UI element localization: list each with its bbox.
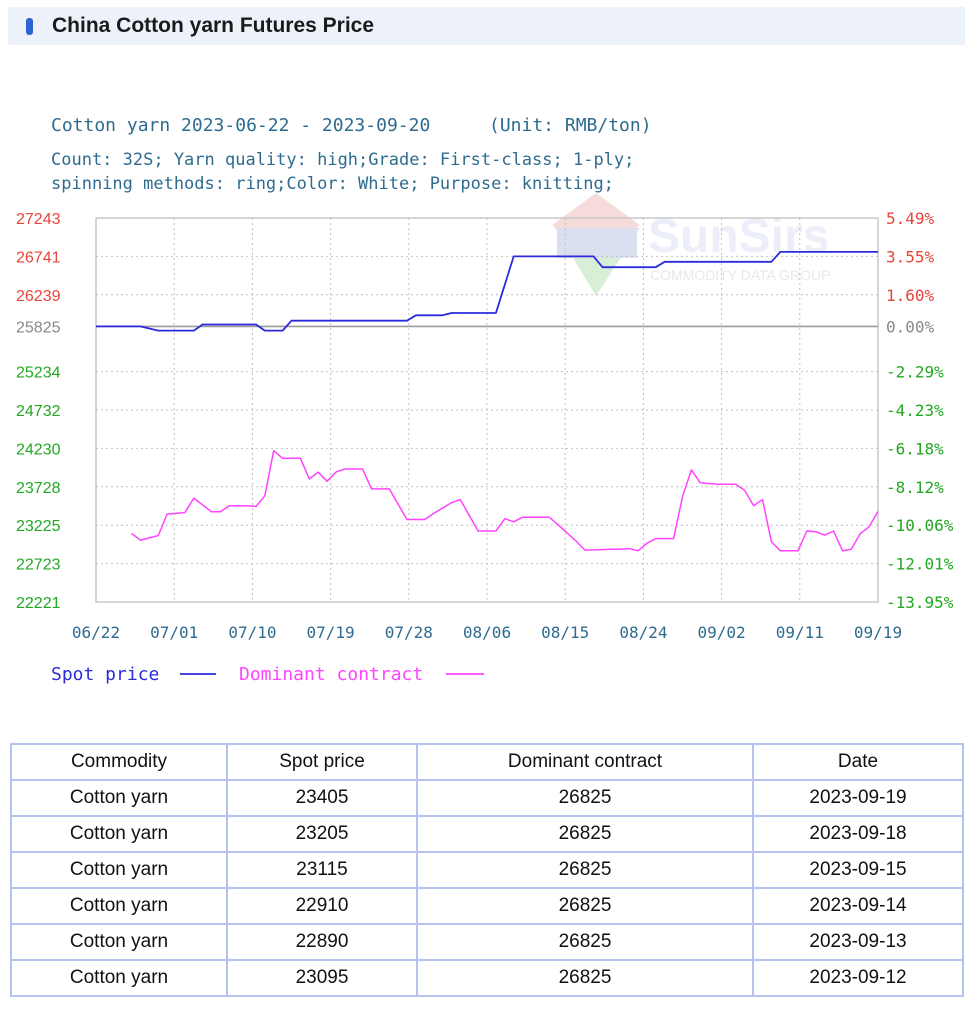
x-tick-label: 09/11 bbox=[776, 623, 824, 642]
chart-title: Cotton yarn 2023-06-22 - 2023-09-20 bbox=[51, 115, 430, 136]
y-tick-label-left: 23225 bbox=[16, 518, 61, 535]
cell-date: 2023-09-14 bbox=[752, 887, 964, 925]
table-row: Cotton yarn 23205 26825 2023-09-18 bbox=[10, 815, 964, 853]
y-tick-label-right: -13.95% bbox=[886, 593, 954, 612]
price-table: Commodity Spot price Dominant contract D… bbox=[10, 743, 964, 997]
watermark-text: SunSirs bbox=[648, 210, 829, 263]
y-tick-label-left: 24732 bbox=[16, 403, 61, 420]
y-tick-label-left: 25234 bbox=[16, 365, 61, 382]
cell-commodity: Cotton yarn bbox=[10, 887, 228, 925]
col-header-spot-price: Spot price bbox=[226, 743, 418, 781]
y-axis-left-labels: 27243 26741 26239 25825 25234 24732 24230 23728… bbox=[16, 211, 61, 612]
cell-dominant-contract: 26825 bbox=[416, 923, 754, 961]
x-tick-label: 07/10 bbox=[228, 623, 276, 642]
table-row: Cotton yarn 22910 26825 2023-09-14 bbox=[10, 887, 964, 925]
x-tick-label: 07/28 bbox=[385, 623, 433, 642]
cell-spot-price: 23115 bbox=[226, 851, 418, 889]
y-tick-label-right: -10.06% bbox=[886, 516, 954, 535]
x-tick-label: 08/06 bbox=[463, 623, 511, 642]
table-row: Cotton yarn 23115 26825 2023-09-15 bbox=[10, 851, 964, 889]
y-tick-label-right: 3.55% bbox=[886, 247, 935, 266]
cell-dominant-contract: 26825 bbox=[416, 815, 754, 853]
x-tick-label: 09/19 bbox=[854, 623, 902, 642]
cell-spot-price: 22890 bbox=[226, 923, 418, 961]
legend-label-dominant-contract: Dominant contract bbox=[239, 664, 423, 685]
header-accent-bar bbox=[26, 18, 33, 35]
x-tick-label: 06/22 bbox=[72, 623, 120, 642]
col-header-date: Date bbox=[752, 743, 964, 781]
cell-commodity: Cotton yarn bbox=[10, 815, 228, 853]
legend: Spot price Dominant contract bbox=[51, 664, 484, 685]
table-header-row: Commodity Spot price Dominant contract D… bbox=[10, 743, 964, 781]
cell-dominant-contract: 26825 bbox=[416, 779, 754, 817]
cell-spot-price: 23405 bbox=[226, 779, 418, 817]
y-tick-label-right: -12.01% bbox=[886, 555, 954, 574]
page-title: China Cotton yarn Futures Price bbox=[52, 14, 375, 37]
y-tick-label-right: 1.60% bbox=[886, 286, 935, 305]
cell-dominant-contract: 26825 bbox=[416, 887, 754, 925]
cell-date: 2023-09-12 bbox=[752, 959, 964, 997]
cell-spot-price: 22910 bbox=[226, 887, 418, 925]
col-header-dominant-contract: Dominant contract bbox=[416, 743, 754, 781]
cell-dominant-contract: 26825 bbox=[416, 851, 754, 889]
cell-spot-price: 23205 bbox=[226, 815, 418, 853]
y-tick-label-left: 22221 bbox=[16, 595, 61, 612]
x-tick-label: 08/24 bbox=[619, 623, 667, 642]
y-tick-label-left: 26239 bbox=[16, 288, 61, 305]
x-tick-label: 09/02 bbox=[698, 623, 746, 642]
y-axis-right-labels: 5.49% 3.55% 1.60% 0.00% -2.29% -4.23% -6.18% -8… bbox=[886, 209, 954, 612]
series-line-spot-price bbox=[96, 250, 878, 332]
cell-commodity: Cotton yarn bbox=[10, 851, 228, 889]
cell-date: 2023-09-19 bbox=[752, 779, 964, 817]
cell-dominant-contract: 26825 bbox=[416, 959, 754, 997]
table-row: Cotton yarn 23095 26825 2023-09-12 bbox=[10, 959, 964, 997]
col-header-commodity: Commodity bbox=[10, 743, 228, 781]
y-tick-label-right: -8.12% bbox=[886, 478, 944, 497]
y-tick-label-right: -2.29% bbox=[886, 363, 944, 382]
cell-spot-price: 23095 bbox=[226, 959, 418, 997]
page-header: China Cotton yarn Futures Price bbox=[8, 7, 965, 45]
chart-subtitle-line1: Count: 32S; Yarn quality: high;Grade: Fi… bbox=[51, 150, 634, 170]
x-tick-label: 07/19 bbox=[307, 623, 355, 642]
series-line-dominant-contract bbox=[131, 449, 879, 552]
x-axis-labels: 06/22 07/01 07/10 07/19 07/28 08/06 08/15 08/24… bbox=[72, 623, 902, 642]
cell-date: 2023-09-13 bbox=[752, 923, 964, 961]
cell-commodity: Cotton yarn bbox=[10, 923, 228, 961]
table-row: Cotton yarn 23405 26825 2023-09-19 bbox=[10, 779, 964, 817]
y-tick-label-right: -4.23% bbox=[886, 401, 944, 420]
x-tick-label: 07/01 bbox=[150, 623, 198, 642]
cell-date: 2023-09-15 bbox=[752, 851, 964, 889]
cell-date: 2023-09-18 bbox=[752, 815, 964, 853]
y-tick-label-right: -6.18% bbox=[886, 439, 944, 458]
y-tick-label-left: 23728 bbox=[16, 480, 61, 497]
grid-lines bbox=[96, 218, 878, 602]
y-tick-label-right: 0.00% bbox=[886, 317, 935, 336]
cell-commodity: Cotton yarn bbox=[10, 779, 228, 817]
chart-unit: (Unit: RMB/ton) bbox=[489, 115, 652, 136]
y-tick-label-left: 24230 bbox=[16, 441, 61, 458]
watermark-logo: SunSirs COMMODITY DATA GROUP bbox=[552, 193, 830, 296]
legend-label-spot-price: Spot price bbox=[51, 664, 159, 685]
x-tick-label: 08/15 bbox=[541, 623, 589, 642]
y-tick-label-left: 27243 bbox=[16, 211, 61, 228]
chart-subtitle-line2: spinning methods: ring;Color: White; Pur… bbox=[51, 174, 614, 194]
series-lines bbox=[96, 250, 879, 552]
price-chart: SunSirs COMMODITY DATA GROUP Cotton yarn… bbox=[16, 115, 954, 685]
watermark-subtext: COMMODITY DATA GROUP bbox=[650, 267, 830, 283]
y-tick-label-left: 26741 bbox=[16, 249, 61, 266]
y-tick-label-left: 25825 bbox=[16, 319, 61, 336]
y-tick-label-left: 22723 bbox=[16, 557, 61, 574]
y-tick-label-right: 5.49% bbox=[886, 209, 935, 228]
table-row: Cotton yarn 22890 26825 2023-09-13 bbox=[10, 923, 964, 961]
cell-commodity: Cotton yarn bbox=[10, 959, 228, 997]
